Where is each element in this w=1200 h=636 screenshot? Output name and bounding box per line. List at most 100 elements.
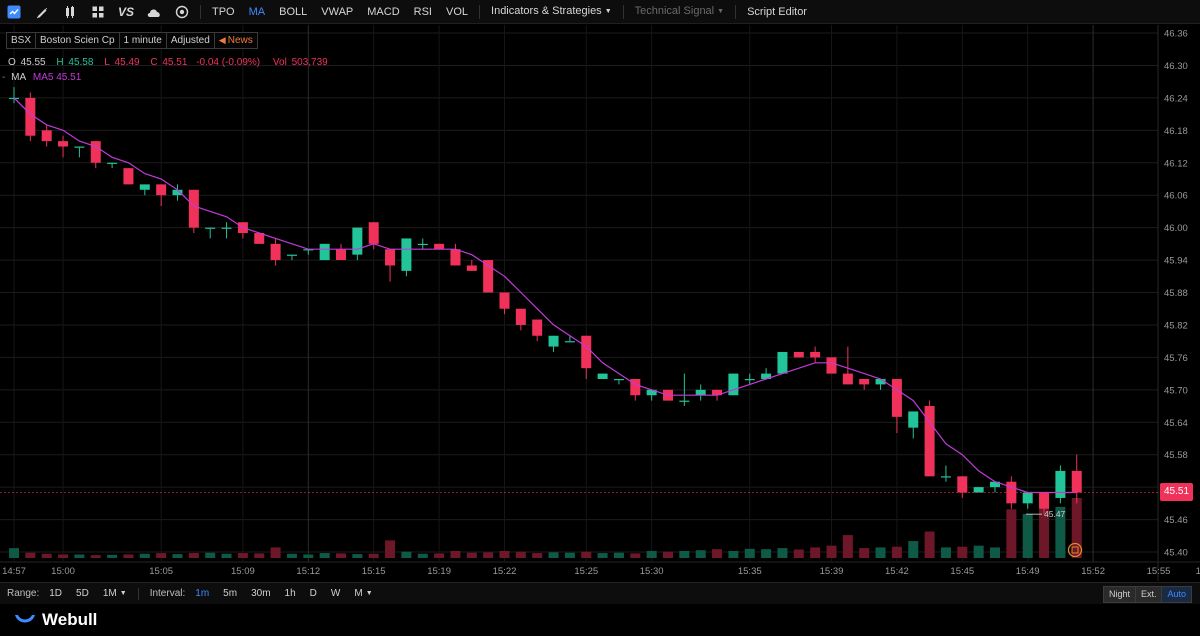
volume-bar bbox=[728, 550, 739, 558]
vol-button[interactable]: VOL bbox=[446, 5, 469, 18]
range-1d[interactable]: 1D bbox=[49, 588, 63, 599]
symbol-info-bar: BSX Boston Scien Cp 1 minute Adjusted ◀ N… bbox=[6, 32, 258, 49]
tpo-button[interactable]: TPO bbox=[212, 5, 235, 18]
candle-body bbox=[483, 260, 494, 293]
volume-bar bbox=[172, 554, 183, 558]
layout-grid-icon[interactable] bbox=[84, 0, 112, 24]
interval-30m[interactable]: 30m bbox=[251, 588, 271, 599]
volume-bar bbox=[1006, 509, 1017, 558]
volume-bar bbox=[859, 548, 870, 558]
vwap-button[interactable]: VWAP bbox=[321, 5, 354, 18]
volume-bar bbox=[107, 554, 118, 558]
candlesticks bbox=[9, 87, 1082, 515]
ma-readout[interactable]: - MA MA5 45.51 bbox=[2, 72, 81, 83]
volume-bar bbox=[385, 540, 396, 558]
indicators-strategies-menu[interactable]: Indicators & Strategies ▼ bbox=[484, 0, 619, 24]
volume-bar bbox=[1039, 508, 1050, 558]
volume-bar bbox=[630, 553, 641, 558]
candle-body bbox=[810, 351, 821, 358]
candle-body bbox=[368, 222, 379, 244]
candle-body bbox=[973, 487, 984, 493]
high-label: H bbox=[56, 57, 64, 68]
macd-button[interactable]: MACD bbox=[367, 5, 400, 18]
range-1m-menu[interactable]: 1M ▼ bbox=[96, 588, 134, 599]
volume-label: Vol bbox=[272, 57, 287, 68]
close-label: C bbox=[150, 57, 158, 68]
price-tick-label: 45.40 bbox=[1164, 548, 1188, 559]
news-button[interactable]: ◀ News bbox=[214, 32, 258, 49]
candle-body bbox=[139, 184, 150, 190]
candle-body bbox=[434, 243, 445, 250]
volume-bar bbox=[646, 550, 657, 558]
interval-week[interactable]: W bbox=[330, 588, 341, 599]
candle-body bbox=[466, 265, 477, 271]
candle-body bbox=[25, 97, 36, 136]
candle-body bbox=[172, 189, 183, 196]
event-marker-icon[interactable] bbox=[1067, 542, 1083, 558]
ma-button[interactable]: MA bbox=[248, 5, 266, 18]
change-value: -0.04 (-0.09%) bbox=[196, 57, 261, 68]
price-chart[interactable]: 46.36 46.30 46.24 46.18 46.12 46.06 46.00 45.94… bbox=[0, 25, 1200, 581]
time-tick-label: 15:52 bbox=[1081, 566, 1105, 577]
technical-signal-menu[interactable]: Technical Signal ▼ bbox=[628, 0, 731, 24]
brand-name: Webull bbox=[42, 610, 98, 629]
candle-body bbox=[123, 168, 134, 185]
volume-bar bbox=[1071, 498, 1082, 558]
time-tick-label: 15:39 bbox=[820, 566, 844, 577]
interval-5m[interactable]: 5m bbox=[223, 588, 238, 599]
last-price-badge: 45.51 bbox=[1160, 483, 1193, 501]
price-tick-label: 45.94 bbox=[1164, 256, 1188, 267]
candle-body bbox=[107, 162, 118, 164]
candle-body bbox=[859, 379, 870, 385]
volume-bar bbox=[597, 553, 608, 558]
candle-body bbox=[58, 141, 69, 147]
volume-bars bbox=[9, 498, 1082, 558]
chart-type-icon[interactable] bbox=[0, 0, 28, 24]
volume-bar bbox=[957, 546, 968, 558]
candle-body bbox=[205, 227, 216, 229]
volume-bar bbox=[679, 550, 690, 558]
adjust-selector[interactable]: Adjusted bbox=[166, 32, 215, 49]
interval-day[interactable]: D bbox=[309, 588, 317, 599]
boll-button[interactable]: BOLL bbox=[279, 5, 308, 18]
symbol-ticker[interactable]: BSX bbox=[6, 32, 37, 49]
interval-month-menu[interactable]: M ▼ bbox=[347, 588, 379, 599]
rsi-button[interactable]: RSI bbox=[413, 5, 432, 18]
extended-session-button[interactable]: Ext. bbox=[1135, 586, 1163, 603]
time-tick-label: 15:30 bbox=[640, 566, 664, 577]
price-tick-label: 45.76 bbox=[1164, 353, 1188, 364]
range-5d[interactable]: 5D bbox=[76, 588, 89, 599]
volume-bar bbox=[940, 547, 951, 558]
draw-pencil-icon[interactable] bbox=[28, 0, 56, 24]
collapse-dash-icon[interactable]: - bbox=[2, 72, 6, 83]
candle-body bbox=[597, 373, 608, 379]
volume-bar bbox=[254, 553, 265, 558]
interval-selector[interactable]: 1 minute bbox=[119, 32, 167, 49]
cloud-icon[interactable] bbox=[140, 0, 168, 24]
volume-bar bbox=[450, 550, 461, 558]
price-tick-label: 46.12 bbox=[1164, 158, 1188, 169]
candle-body bbox=[221, 227, 232, 229]
ma5-polyline bbox=[13, 97, 1077, 494]
candlestick-icon[interactable] bbox=[56, 0, 84, 24]
close-value: 45.51 bbox=[162, 57, 188, 68]
replay-icon[interactable] bbox=[168, 0, 196, 24]
script-editor-button[interactable]: Script Editor bbox=[747, 5, 807, 18]
event-marker-glyph bbox=[1071, 546, 1079, 554]
compare-vs-icon[interactable]: VS bbox=[117, 4, 134, 19]
price-tick-label: 45.46 bbox=[1164, 515, 1188, 526]
time-tick-label: 15:49 bbox=[1016, 566, 1040, 577]
volume-bar bbox=[303, 554, 314, 558]
price-tick-label: 46.30 bbox=[1164, 61, 1188, 72]
price-tick-label: 46.06 bbox=[1164, 191, 1188, 202]
volume-bar bbox=[58, 554, 69, 558]
auto-session-button[interactable]: Auto bbox=[1162, 586, 1192, 603]
interval-1m[interactable]: 1m bbox=[195, 588, 210, 599]
interval-1h[interactable]: 1h bbox=[284, 588, 296, 599]
night-session-button[interactable]: Night bbox=[1102, 586, 1136, 603]
symbol-name[interactable]: Boston Scien Cp bbox=[36, 32, 120, 49]
volume-bar bbox=[515, 551, 526, 558]
volume-bar bbox=[401, 551, 412, 558]
candle-body bbox=[270, 243, 281, 261]
volume-bar bbox=[74, 554, 85, 558]
